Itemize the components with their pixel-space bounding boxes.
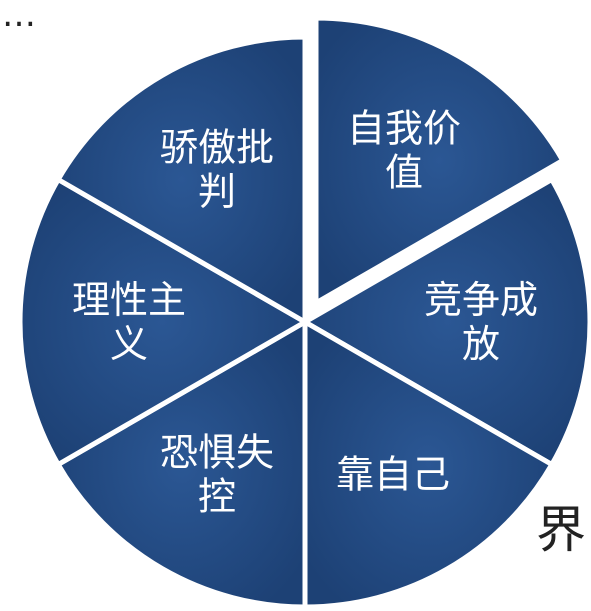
background-glyph-bottom: 界 。 — [536, 501, 591, 559]
pie-slice-4 — [55, 319, 308, 610]
pie-slice-label-line: 值 — [385, 151, 423, 195]
pie-slice-label-line: 判 — [198, 170, 236, 214]
pie-slice-label-line: 自我价 — [347, 107, 461, 151]
pie-slice-label-2: 竞争成放 — [424, 278, 538, 366]
pie-slice-1 — [313, 15, 566, 306]
pie-slice-3 — [302, 319, 555, 610]
pie-slice-label-line: 骄傲批 — [160, 126, 274, 170]
pie-slice-label-4: 恐惧失控 — [160, 430, 274, 518]
pie-slice-label-line: 放 — [462, 322, 500, 366]
pie-slice-label-line: 靠自己 — [336, 452, 450, 496]
pie-slice-6 — [55, 34, 308, 325]
pie-slice-label-line: 恐惧失 — [160, 430, 274, 474]
pie-slice-label-line: 竞争成 — [424, 278, 538, 322]
pie-slice-label-line: 义 — [110, 322, 148, 366]
pie-slice-label-line: 理性主 — [72, 278, 186, 322]
background-ellipsis: … — [2, 0, 38, 35]
pie-slices — [17, 15, 591, 610]
pie-slice-label-6: 骄傲批判 — [160, 126, 274, 214]
pie-slice-label-1: 自我价值 — [347, 107, 461, 195]
pie-slice-label-5: 理性主义 — [72, 278, 186, 366]
pie-slice-label-3: 靠自己 — [336, 452, 450, 496]
pie-slice-5 — [17, 177, 308, 467]
pie-slice-label-line: 控 — [198, 474, 236, 518]
pie-slice-2 — [302, 177, 591, 467]
